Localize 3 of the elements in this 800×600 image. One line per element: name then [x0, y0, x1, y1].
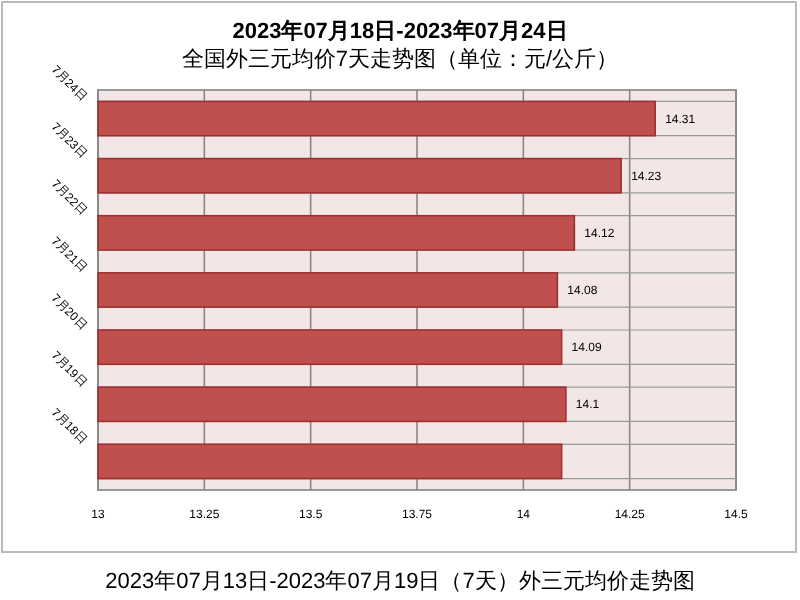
text: 2023年07月13日-2023年07月19日（7天）外三元均价走势图 — [105, 568, 695, 594]
chart-title: 2023年07月18日-2023年07月24日 — [232, 18, 568, 44]
chart-subtitle: 全国外三元均价7天走势图（单位：元/公斤） — [181, 46, 619, 72]
